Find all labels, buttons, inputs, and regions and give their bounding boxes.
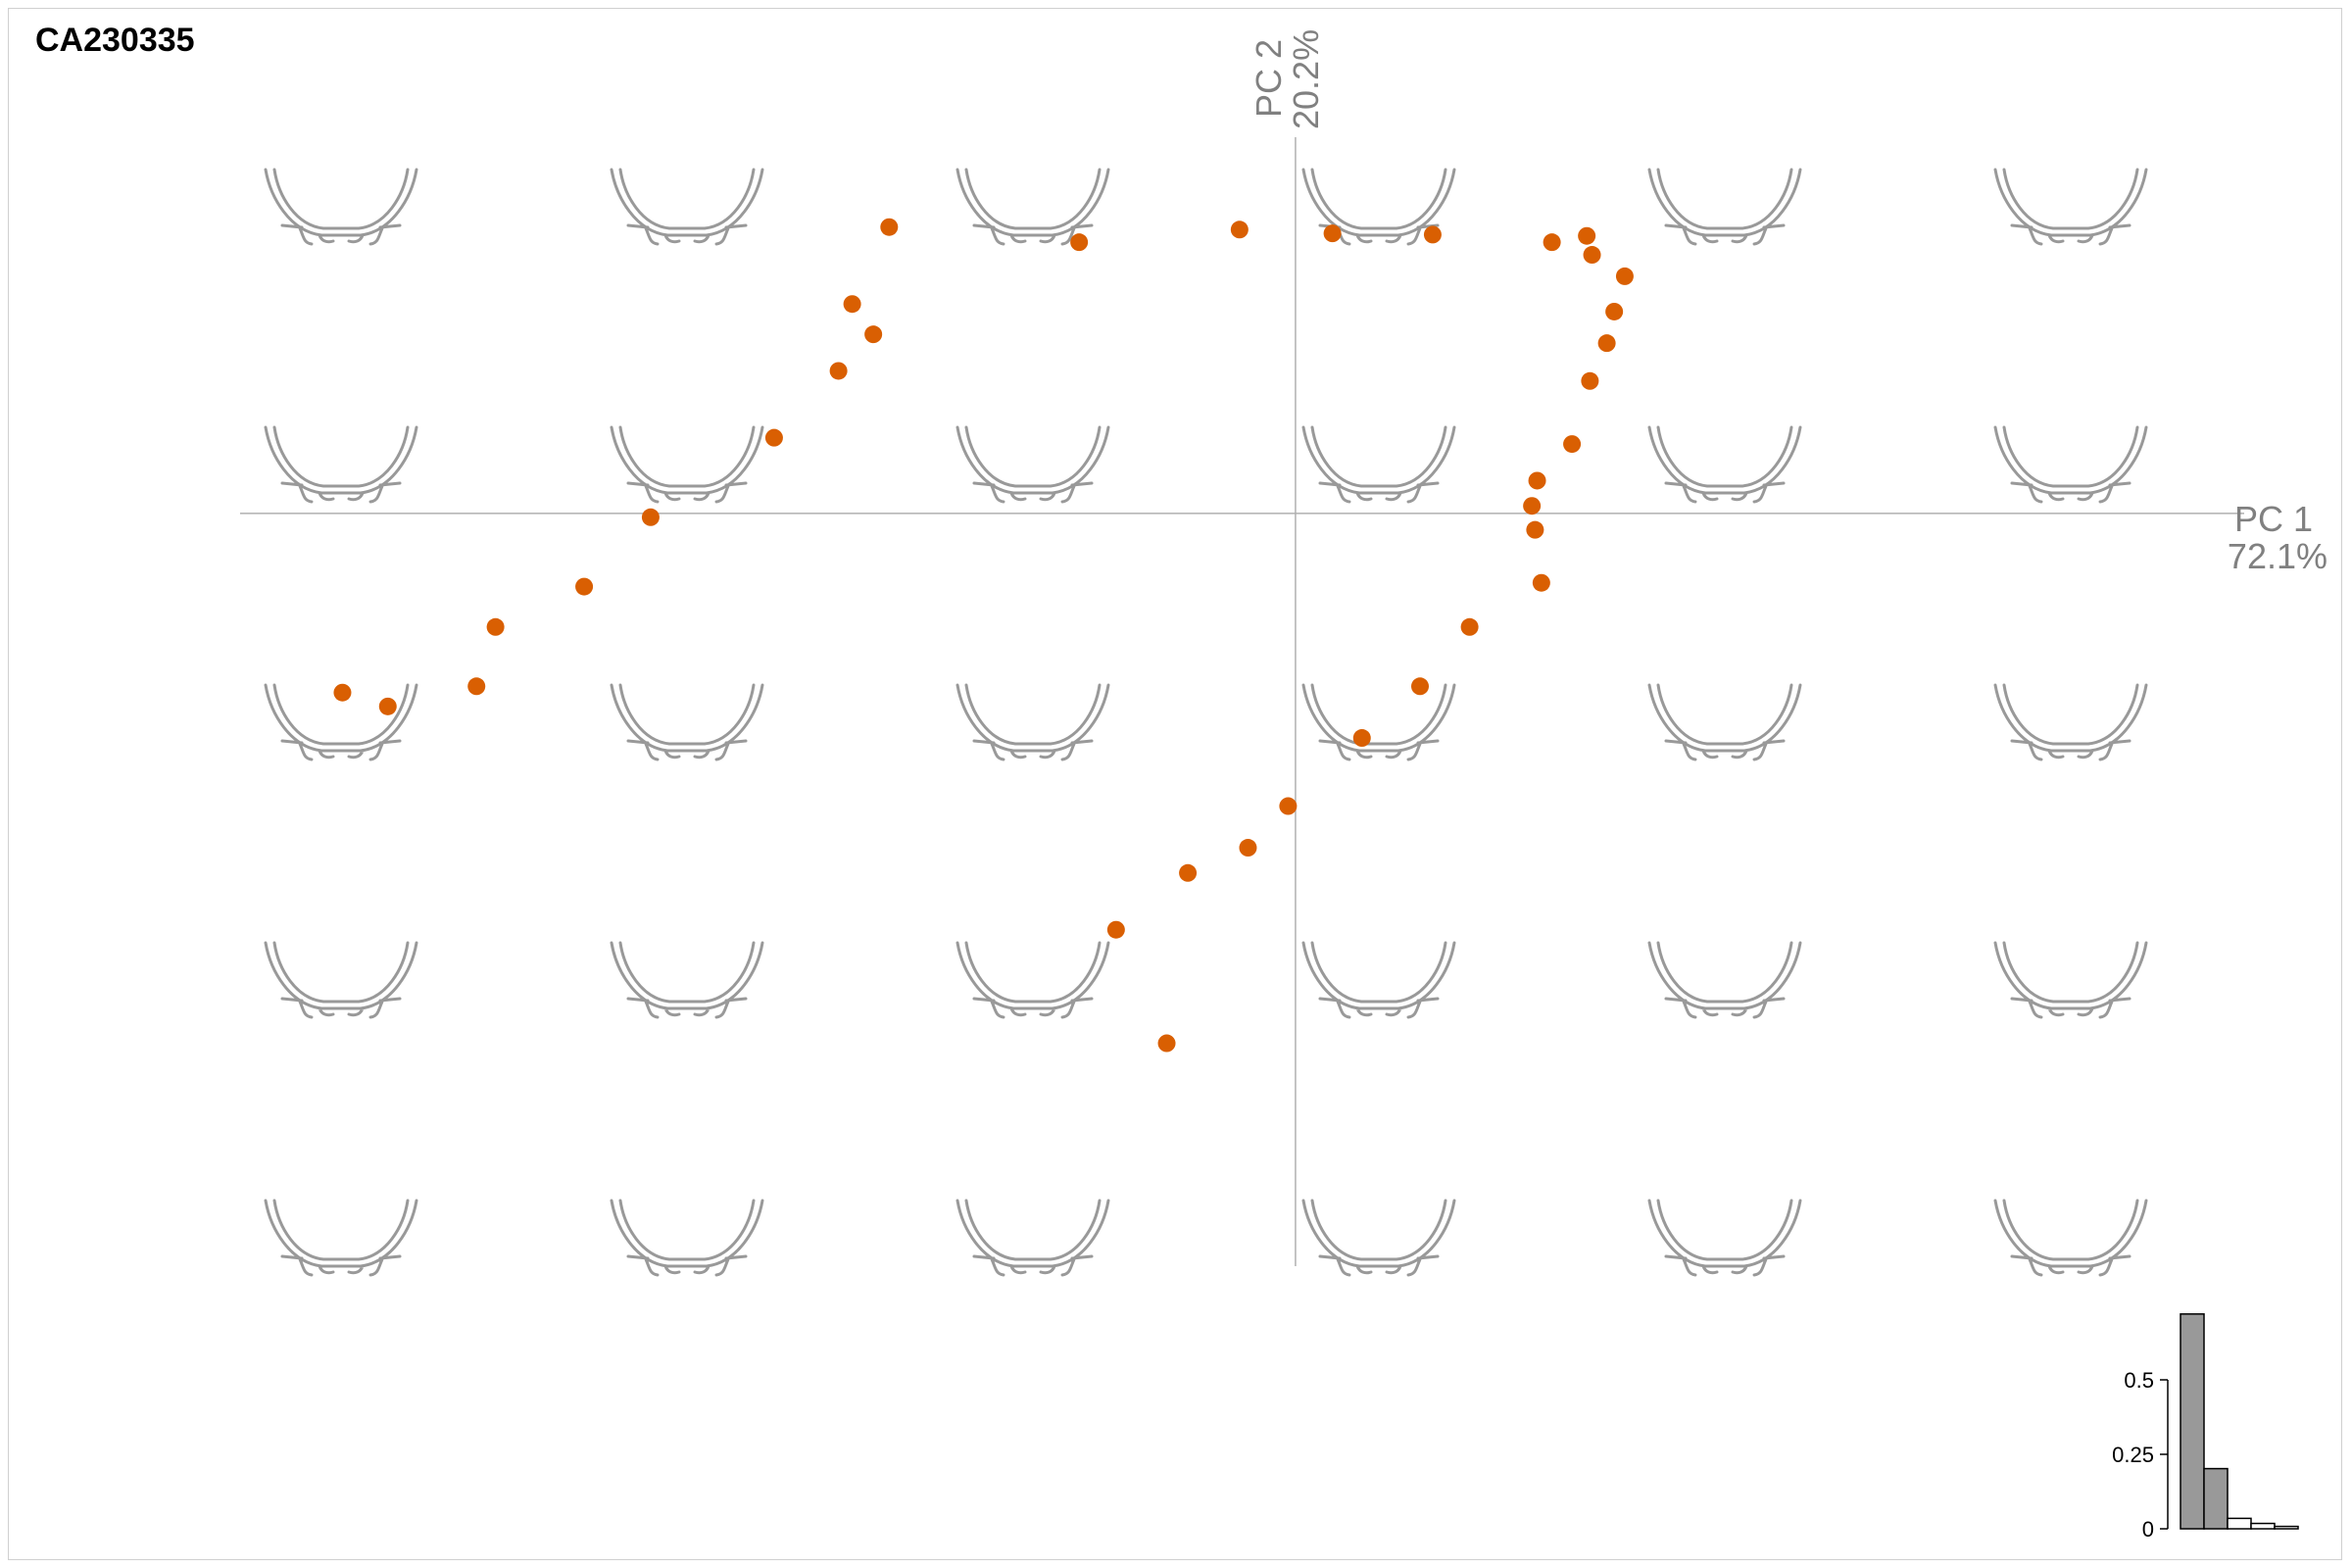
bowl-outline-icon [264, 683, 418, 761]
bowl-outline-icon [1301, 683, 1456, 761]
bowl-outline-icon [610, 941, 764, 1019]
x-axis-percent: 72.1% [2228, 536, 2328, 576]
bowl-outline-icon [1647, 1199, 1802, 1277]
scatter-point [641, 508, 660, 526]
scatter-point [575, 577, 594, 596]
y-axis-percent: 20.2% [1286, 29, 1326, 129]
scatter-point [1411, 677, 1429, 696]
x-axis-label: PC 1 [2234, 499, 2313, 539]
bowl-outline-icon [610, 425, 764, 504]
variance-bar [2274, 1525, 2299, 1530]
scatter-point [1157, 1034, 1176, 1053]
scatter-point [1615, 267, 1634, 285]
bowl-outline-icon [956, 425, 1110, 504]
scatter-point [1532, 573, 1550, 592]
scatter-point [1423, 225, 1442, 244]
scatter-point [1543, 233, 1561, 252]
scatter-point [1106, 920, 1125, 939]
scatter-point [880, 218, 899, 236]
bowl-outline-icon [956, 941, 1110, 1019]
scatter-point [1323, 224, 1342, 243]
bowl-outline-icon [956, 168, 1110, 246]
chart-title: CA230335 [35, 22, 195, 59]
bowl-outline-icon [1301, 941, 1456, 1019]
bowl-outline-icon [610, 168, 764, 246]
bowl-outline-icon [1993, 168, 2148, 246]
scatter-point [764, 428, 783, 447]
inset-y-tick-label: 0.25 [2112, 1443, 2154, 1467]
scatter-point [1583, 246, 1601, 265]
bowl-outline-icon [1647, 425, 1802, 504]
scatter-point [1179, 863, 1198, 882]
bowl-outline-icon [956, 1199, 1110, 1277]
scatter-point [1460, 617, 1479, 636]
scatter-point [1352, 729, 1371, 748]
bowl-outline-icon [1993, 1199, 2148, 1277]
scatter-point [1528, 471, 1546, 490]
scatter-point [467, 677, 486, 696]
bowl-outline-icon [1301, 1199, 1456, 1277]
scatter-point [1239, 839, 1257, 858]
plot-frame [8, 8, 2342, 1560]
inset-y-tick-label: 0 [2142, 1517, 2154, 1542]
variance-bar [2203, 1467, 2229, 1530]
variance-barplot: 0 0.25 0.5 [2112, 1313, 2299, 1542]
bowl-outline-icon [1993, 425, 2148, 504]
bowl-outline-icon [264, 168, 418, 246]
scatter-point [1563, 435, 1582, 454]
scatter-point [829, 362, 848, 380]
bowl-outline-icon [610, 1199, 764, 1277]
axes: PC 1 72.1% PC 2 20.2% [240, 29, 2328, 1266]
bowl-outline-icon [1993, 683, 2148, 761]
scatter-point [1597, 334, 1616, 353]
scatter-point [1605, 302, 1624, 320]
bowl-outline-icon [1647, 168, 1802, 246]
bowl-outline-icon [956, 683, 1110, 761]
bowl-outline-icon [1647, 683, 1802, 761]
bowl-outline-icon [1647, 941, 1802, 1019]
scatter-point [378, 697, 397, 715]
scatter-point [1230, 220, 1249, 239]
bowl-outline-icon [1993, 941, 2148, 1019]
scatter-point [864, 325, 883, 344]
bowl-outline-icon [264, 941, 418, 1019]
morphospace-grid [264, 168, 2148, 1277]
variance-bar [2227, 1517, 2252, 1530]
scatter-point [1070, 233, 1089, 252]
scatter-point [1526, 520, 1544, 539]
scatter-point [843, 295, 861, 314]
variance-bar [2180, 1313, 2205, 1530]
scatter-point [1279, 797, 1298, 815]
scatter-point [486, 617, 505, 636]
scatter-point [1523, 497, 1542, 515]
variance-bar [2250, 1522, 2276, 1530]
y-axis-label: PC 2 [1249, 39, 1289, 118]
scatter-points [333, 218, 1634, 1053]
scatter-point [1578, 226, 1596, 245]
inset-y-tick-label: 0.5 [2124, 1368, 2154, 1393]
scatter-point [333, 683, 352, 702]
bowl-outline-icon [264, 425, 418, 504]
bowl-outline-icon [610, 683, 764, 761]
bowl-outline-icon [1301, 425, 1456, 504]
bowl-outline-icon [264, 1199, 418, 1277]
scatter-point [1581, 371, 1599, 390]
